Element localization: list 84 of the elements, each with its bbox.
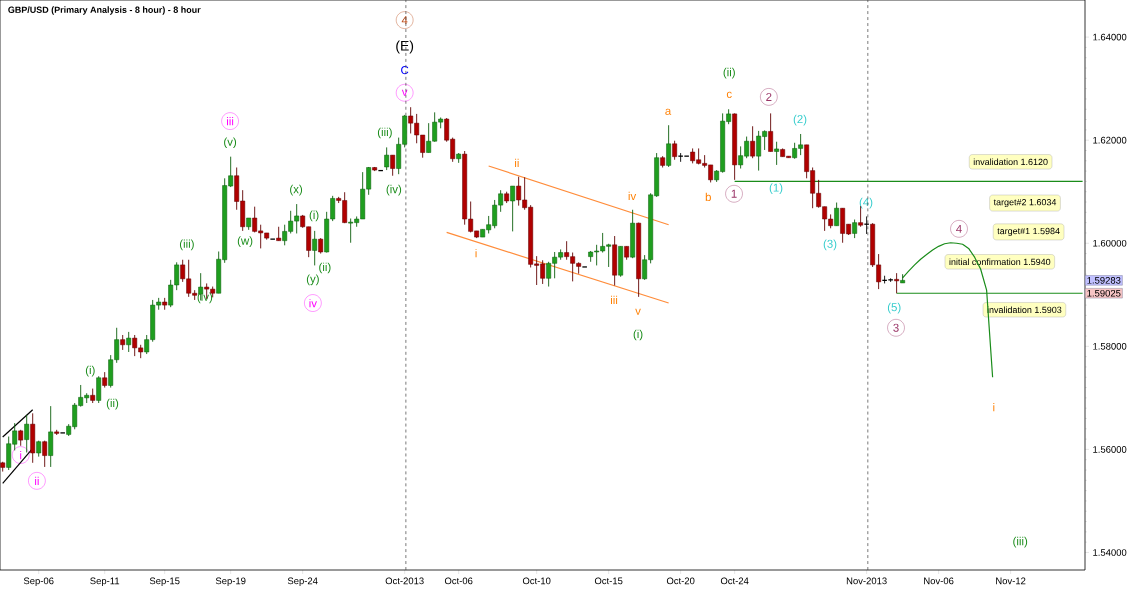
candlestick	[96, 375, 102, 404]
candlestick	[768, 112, 774, 152]
y-tick-label: 1.64000	[1093, 33, 1127, 41]
annotation: (x)	[290, 184, 303, 196]
x-tick-label: Oct-20	[666, 577, 695, 585]
x-tick-label: Nov-12	[996, 577, 1026, 585]
candlestick	[852, 219, 858, 239]
annotation: ii	[515, 158, 519, 167]
annotation: (iii)	[179, 239, 194, 251]
text: 1.59025	[1087, 289, 1121, 297]
candlestick	[834, 202, 840, 227]
x-tick-label: Sep-19	[215, 577, 246, 587]
annotation: i	[475, 248, 477, 258]
annotation: (i)	[633, 329, 643, 341]
candlestick	[390, 154, 396, 177]
x-tick-label: Nov-2013	[846, 577, 887, 585]
annotation: c	[726, 91, 732, 98]
annotation: iii	[227, 116, 234, 126]
text: 1.59283	[1087, 277, 1121, 284]
annotation: target#1 1.5984	[997, 227, 1060, 236]
annotation: invalidation 1.6120	[973, 158, 1048, 166]
x-tick-label: Sep-15	[149, 577, 180, 587]
candlestick	[774, 141, 780, 166]
annotation: i	[20, 450, 22, 460]
candlestick	[48, 405, 54, 468]
candlestick	[510, 185, 516, 232]
annotation: i	[993, 403, 995, 412]
candlestick	[672, 140, 678, 161]
candlestick	[24, 414, 30, 453]
annotation: (w)	[237, 236, 253, 248]
text: GBP/USD (Primary Analysis - 8 hour) - 8 hour	[8, 6, 201, 15]
y-tick-label: 1.54000	[1093, 549, 1127, 556]
y-tick-label: 1.58000	[1093, 342, 1127, 350]
annotation: v	[401, 89, 408, 96]
candlestick	[126, 331, 132, 353]
annotation: 3	[893, 323, 899, 332]
annotation: (2)	[793, 114, 807, 126]
annotation: target#2 1.6034	[993, 198, 1057, 208]
candlestick	[666, 124, 672, 168]
annotation: v	[635, 308, 641, 315]
candlestick	[384, 146, 390, 171]
x-tick-label: Oct-24	[720, 577, 749, 585]
annotation: (4)	[859, 197, 873, 209]
x-tick-label: Oct-10	[522, 577, 551, 585]
annotation: iv	[628, 191, 637, 200]
annotation: 4	[401, 16, 408, 25]
y-tick-label: 1.62000	[1093, 136, 1127, 144]
annotation: (ii)	[723, 67, 735, 79]
annotation: (iv)	[197, 292, 213, 304]
x-tick-label: Oct-06	[444, 577, 473, 585]
annotation: ii	[35, 476, 39, 485]
annotation: a	[665, 108, 672, 115]
x-tick-label: Sep-06	[23, 577, 54, 587]
annotation: (iv)	[386, 184, 402, 196]
annotation: 2	[766, 92, 772, 101]
y-tick-label: 1.60000	[1093, 239, 1127, 247]
candlestick	[894, 272, 900, 294]
annotation: (i)	[309, 210, 319, 222]
candlestick	[750, 125, 756, 159]
annotation: (iii)	[1013, 536, 1028, 548]
y-tick-label: 1.56000	[1093, 446, 1127, 453]
annotation: (ii)	[319, 262, 331, 274]
annotation: (i)	[85, 365, 95, 377]
annotation: 4	[956, 224, 962, 233]
x-tick-label: Sep-11	[90, 577, 120, 587]
annotation: (y)	[306, 274, 319, 286]
annotation: b	[705, 192, 711, 202]
annotation: (ii)	[106, 398, 119, 410]
x-tick-label: Oct-15	[594, 577, 623, 585]
candlestick	[312, 230, 318, 266]
annotation: iii	[610, 295, 618, 305]
candlestick	[42, 440, 48, 468]
annotation: 1	[731, 189, 737, 198]
annotation: (1)	[769, 183, 783, 194]
annotation: C	[401, 66, 409, 75]
x-tick-label: Nov-06	[924, 577, 954, 585]
annotation: iv	[309, 298, 317, 308]
annotation: (v)	[224, 137, 237, 149]
annotation: (5)	[887, 302, 901, 314]
x-tick-label: Oct-2013	[385, 577, 424, 585]
annotation: (E)	[396, 40, 414, 54]
x-tick-label: Sep-24	[287, 577, 318, 587]
annotation: (3)	[823, 239, 837, 251]
annotation: (iii)	[377, 127, 392, 139]
